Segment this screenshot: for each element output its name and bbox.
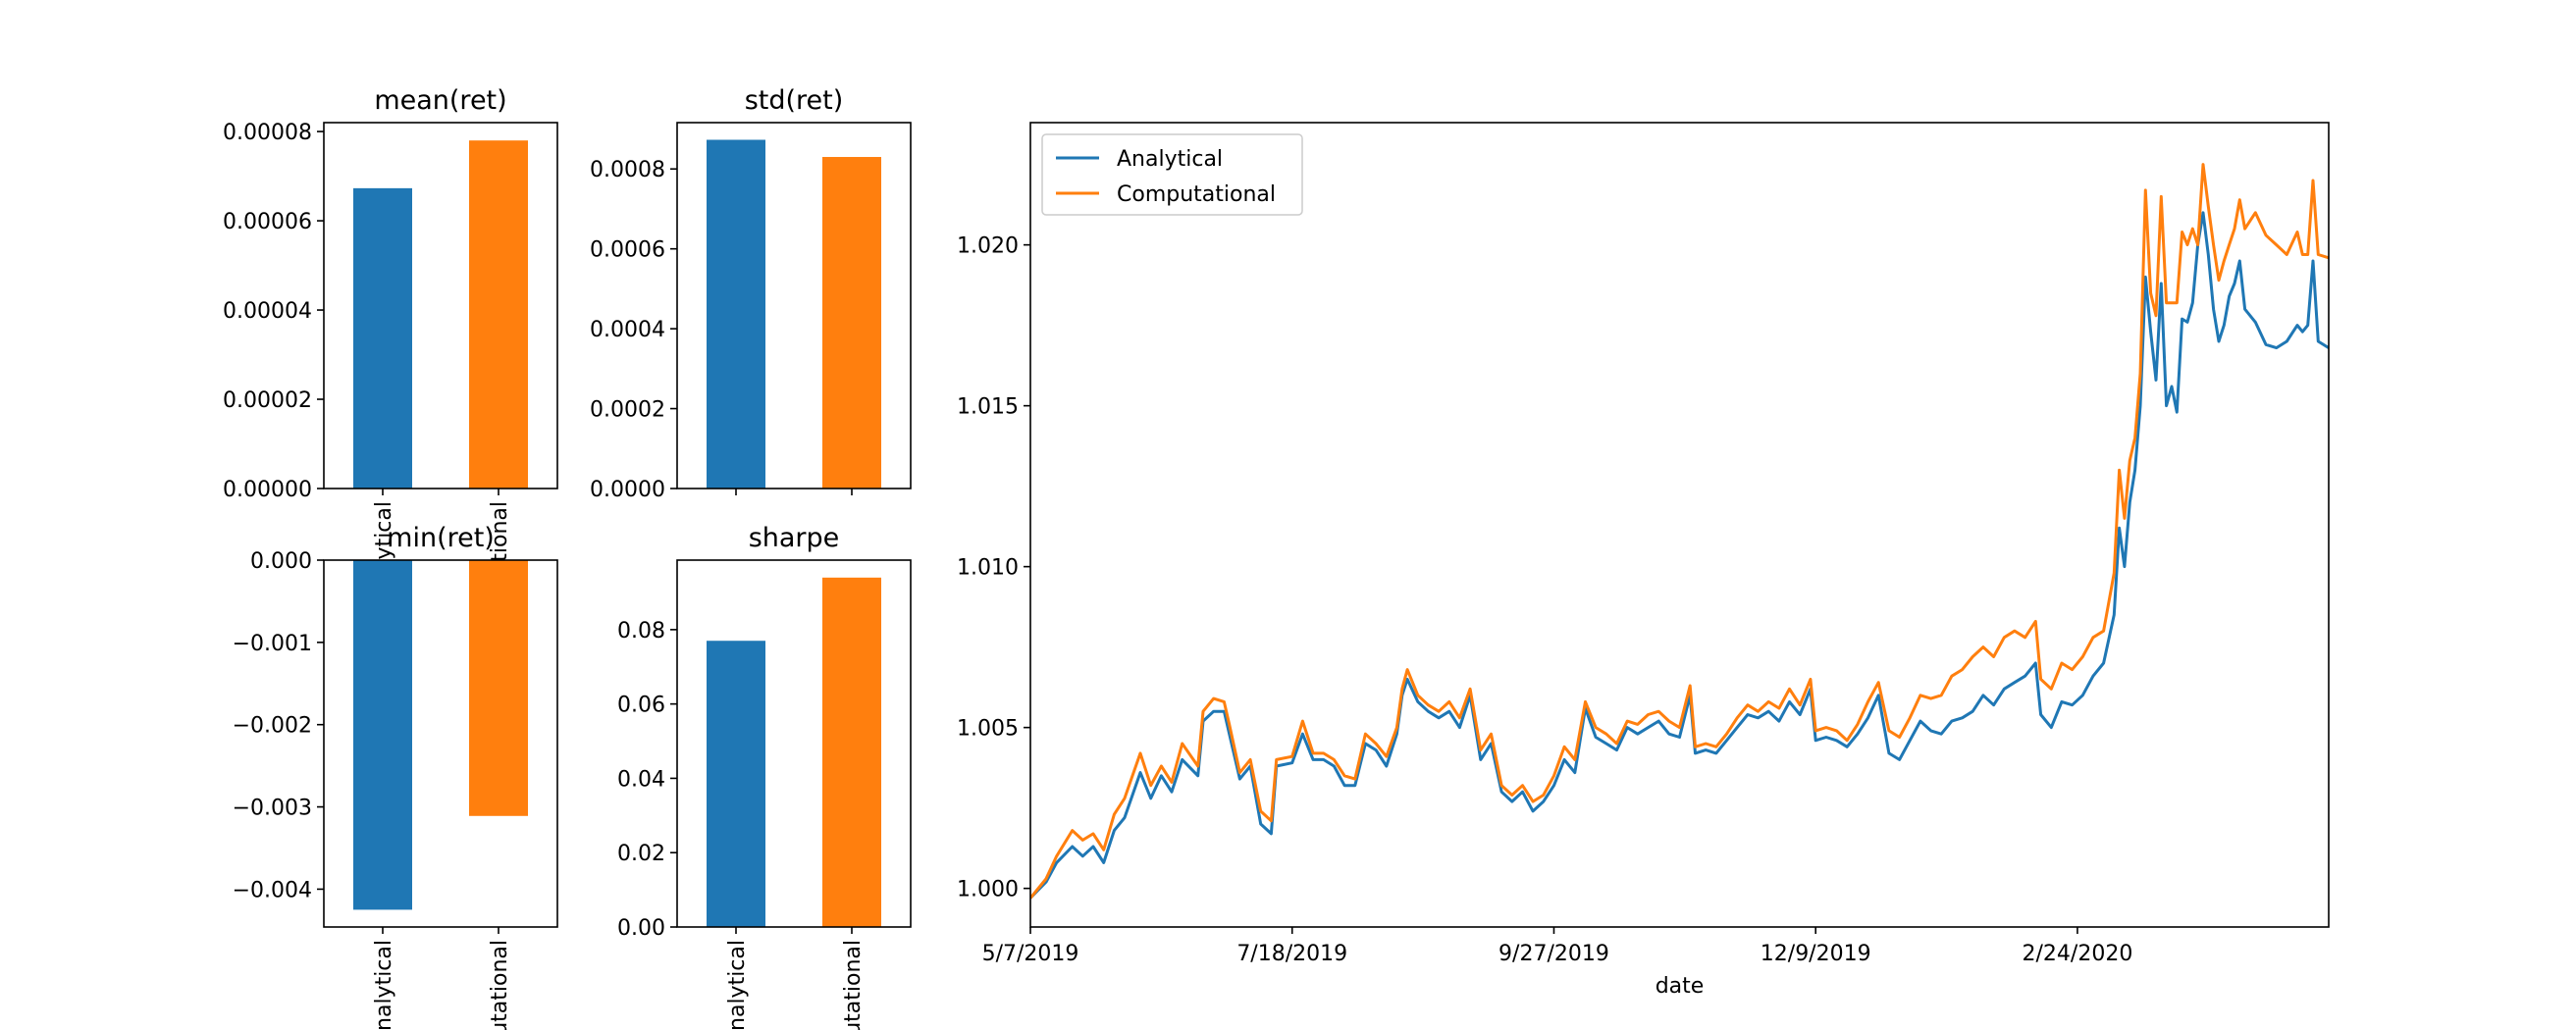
y-tick-label: 1.015 bbox=[957, 395, 1019, 420]
bar-computational bbox=[822, 577, 881, 927]
x-tick-label: 2/24/2020 bbox=[2023, 942, 2133, 966]
x-tick-label: 9/27/2019 bbox=[1498, 942, 1609, 966]
y-tick-label: 0.00002 bbox=[223, 388, 312, 413]
bar-computational bbox=[469, 560, 528, 816]
x-axis-label: date bbox=[1656, 974, 1705, 999]
y-tick-label: 0.0006 bbox=[590, 238, 665, 263]
chart-title: min(ret) bbox=[387, 523, 495, 553]
y-tick-label: 0.02 bbox=[617, 842, 665, 866]
y-tick-label: −0.004 bbox=[233, 878, 312, 902]
y-tick-label: 0.0004 bbox=[590, 318, 665, 342]
bar-chart-3: 0.000 −0.001 −0.002 −0.003 −0.004 nalytical ut… bbox=[233, 523, 558, 1030]
line-chart: 1.000 1.005 1.010 1.015 1.020 5/7/2019 7/18/20… bbox=[957, 122, 2330, 999]
x-tick-label: 5/7/2019 bbox=[982, 942, 1079, 966]
x-tick-label: 7/18/2019 bbox=[1236, 942, 1347, 966]
axes-frame bbox=[676, 122, 912, 489]
y-tick-label: 0.00000 bbox=[223, 478, 312, 502]
legend-label-computational: Computational bbox=[1117, 182, 1276, 207]
y-tick-label: 0.00006 bbox=[223, 210, 312, 234]
bar-computational bbox=[822, 157, 881, 489]
y-tick-label: −0.003 bbox=[233, 797, 312, 821]
chart-title: mean(ret) bbox=[374, 85, 506, 116]
legend-label-analytical: Analytical bbox=[1117, 147, 1223, 172]
y-tick-label: −0.001 bbox=[233, 632, 312, 656]
y-tick-label: 0.00008 bbox=[223, 121, 312, 145]
y-tick-label: 0.000 bbox=[250, 549, 312, 574]
bar-analytical bbox=[707, 139, 765, 489]
chart-title: sharpe bbox=[749, 523, 840, 553]
y-tick-label: 0.00004 bbox=[223, 299, 312, 324]
x-tick-label: utational bbox=[488, 940, 512, 1030]
axes-frame bbox=[676, 559, 912, 928]
bar-analytical bbox=[353, 187, 412, 489]
y-tick-label: 1.020 bbox=[957, 234, 1019, 259]
y-tick-label: 1.000 bbox=[957, 878, 1019, 902]
chart-title: std(ret) bbox=[745, 85, 844, 116]
y-tick-label: 0.0002 bbox=[590, 398, 665, 423]
y-tick-label: 0.0008 bbox=[590, 158, 665, 182]
x-tick-label: nalytical bbox=[372, 940, 396, 1030]
series-line-analytical bbox=[1030, 211, 2329, 900]
axes-frame bbox=[323, 559, 558, 928]
axes-frame bbox=[1029, 122, 2330, 928]
bar-chart-4: 0.00 0.02 0.04 0.06 0.08 nalytical utational sh… bbox=[617, 523, 912, 1030]
y-tick-label: 1.005 bbox=[957, 717, 1019, 742]
legend-frame bbox=[1041, 133, 1303, 216]
x-tick-label: utational bbox=[841, 940, 866, 1030]
y-tick-label: 0.04 bbox=[617, 767, 665, 792]
bar-analytical bbox=[707, 641, 765, 927]
y-tick-label: 0.08 bbox=[617, 619, 665, 644]
x-tick-label: 12/9/2019 bbox=[1761, 942, 1871, 966]
y-tick-label: 1.010 bbox=[957, 556, 1019, 581]
legend: Analytical Computational bbox=[1041, 133, 1303, 216]
y-tick-label: −0.002 bbox=[233, 714, 312, 739]
bar-analytical bbox=[353, 560, 412, 910]
y-tick-label: 0.0000 bbox=[590, 478, 665, 502]
bar-chart-2: 0.0000 0.0002 0.0004 0.0006 0.0008 std(ret) bbox=[590, 85, 912, 502]
y-tick-label: 0.06 bbox=[617, 694, 665, 718]
series-line-computational bbox=[1030, 163, 2329, 900]
bar-computational bbox=[469, 140, 528, 489]
bar-chart-1: 0.000000.000020.000040.000060.00008nalyt… bbox=[223, 85, 558, 597]
axes-frame bbox=[323, 122, 558, 489]
x-tick-label: nalytical bbox=[725, 940, 750, 1030]
y-tick-label: 0.00 bbox=[617, 916, 665, 941]
